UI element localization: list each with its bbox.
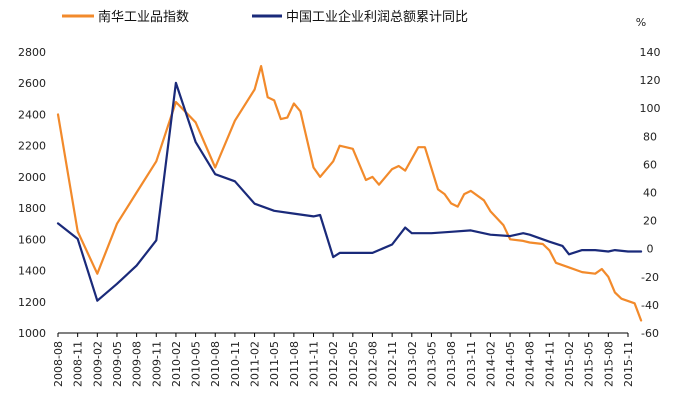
x-axis-tick-label: 2010-11 — [229, 341, 242, 387]
x-axis-tick-label: 2013-02 — [406, 341, 419, 387]
right-axis-tick-label: 40 — [643, 187, 657, 200]
left-axis-tick-label: 1000 — [18, 327, 46, 340]
x-axis-tick-label: 2011-11 — [308, 341, 321, 387]
left-axis-tick-label: 2400 — [18, 108, 46, 121]
x-axis-tick-label: 2012-08 — [366, 341, 379, 387]
x-axis-tick-label: 2013-11 — [465, 341, 478, 387]
x-axis-tick-label: 2010-08 — [209, 341, 222, 387]
left-axis-tick-label: 2800 — [18, 46, 46, 59]
x-axis-tick-label: 2008-11 — [72, 341, 85, 387]
x-axis-tick-label: 2009-02 — [91, 341, 104, 387]
x-axis-tick-label: 2009-11 — [150, 341, 163, 387]
left-axis-tick-label: 2600 — [18, 77, 46, 90]
x-axis-tick-label: 2015-08 — [602, 341, 615, 387]
axes — [57, 332, 629, 337]
x-axis-tick-label: 2011-08 — [288, 341, 301, 387]
series-lines — [56, 64, 643, 322]
right-axis-tick-label: -20 — [641, 271, 659, 284]
right-axis-tick-label: 60 — [643, 158, 657, 171]
right-axis-tick-label: 0 — [647, 243, 654, 256]
x-axis-tick-label: 2015-02 — [563, 341, 576, 387]
x-axis-tick-label: 2012-05 — [347, 341, 360, 387]
series-line-industrial-profit-yoy — [56, 81, 643, 302]
x-axis-tick-label: 2014-05 — [504, 341, 517, 387]
x-axis-tick-label: 2014-02 — [484, 341, 497, 387]
x-axis-tick-label: 2012-11 — [386, 341, 399, 387]
x-axis-tick-label: 2009-05 — [111, 341, 124, 387]
x-axis-tick-label: 2013-05 — [425, 341, 438, 387]
legend-label-profit: 中国工业企业利润总额累计同比 — [286, 9, 468, 25]
x-axis-tick-label: 2008-08 — [52, 341, 65, 387]
x-axis-tick-label: 2011-02 — [249, 341, 262, 387]
right-axis-tick-label: 120 — [640, 74, 661, 87]
x-axis-tick-label: 2010-02 — [170, 341, 183, 387]
x-axis-tick-label: 2014-08 — [524, 341, 537, 387]
right-axis-tick-label: 20 — [643, 215, 657, 228]
left-axis-tick-label: 2200 — [18, 140, 46, 153]
x-axis-tick-label: 2015-11 — [622, 341, 635, 387]
left-axis-tick-label: 1400 — [18, 265, 46, 278]
right-axis-unit: % — [636, 16, 646, 29]
right-axis-tick-label: -60 — [641, 327, 659, 340]
x-axis-tick-label: 2013-08 — [445, 341, 458, 387]
left-axis-tick-label: 1200 — [18, 296, 46, 309]
left-axis-tick-label: 1600 — [18, 233, 46, 246]
tick-labels: 1000120014001600180020002200240026002800… — [18, 46, 661, 387]
right-axis-tick-label: -40 — [641, 299, 659, 312]
x-axis-tick-label: 2014-11 — [543, 341, 556, 387]
x-axis-tick-label: 2015-05 — [583, 341, 596, 387]
x-axis-tick-label: 2010-05 — [190, 341, 203, 387]
x-axis-tick-label: 2011-05 — [268, 341, 281, 387]
left-axis-tick-label: 2000 — [18, 171, 46, 184]
x-axis-tick-label: 2009-08 — [131, 341, 144, 387]
legend: 南华工业品指数 中国工业企业利润总额累计同比 — [62, 9, 468, 25]
series-line-nanhua-index — [56, 64, 643, 322]
x-axis-tick-label: 2012-02 — [327, 341, 340, 387]
right-axis-tick-label: 100 — [640, 102, 661, 115]
left-axis-tick-label: 1800 — [18, 202, 46, 215]
right-axis-tick-label: 140 — [640, 46, 661, 59]
legend-label-nanhua: 南华工业品指数 — [98, 9, 189, 25]
right-axis-tick-label: 80 — [643, 130, 657, 143]
